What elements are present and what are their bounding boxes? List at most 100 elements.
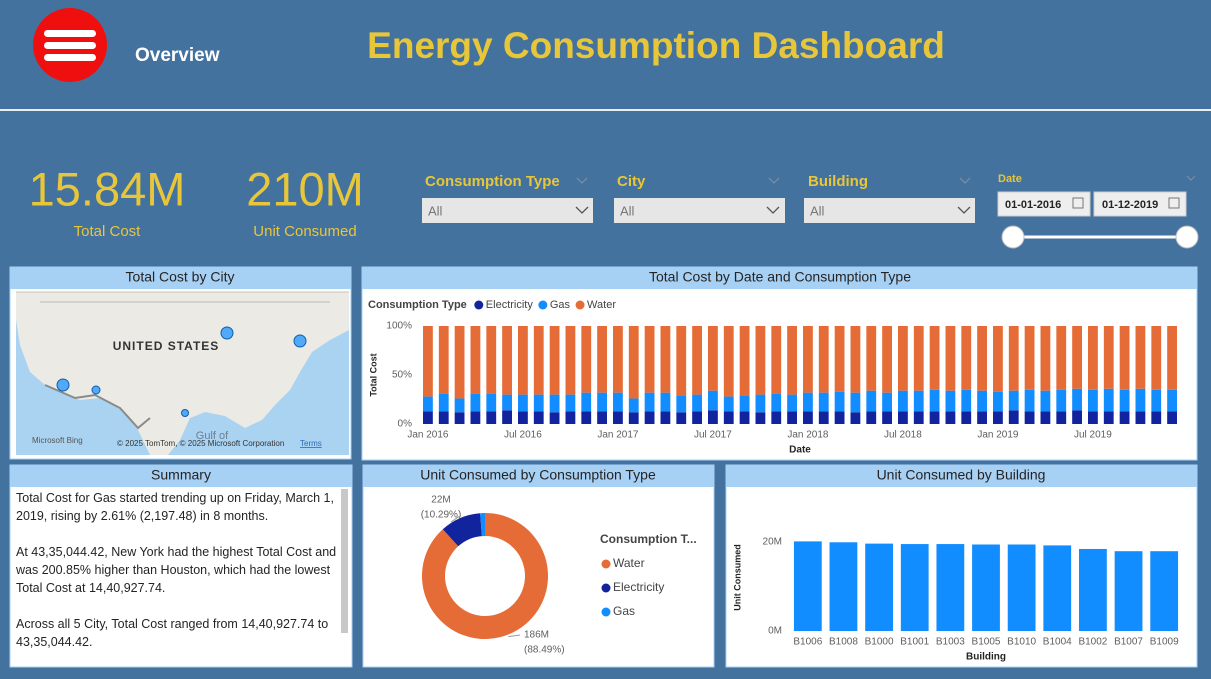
bar-segment (502, 326, 512, 395)
bar-segment (1008, 390, 1019, 411)
bar-segment (882, 411, 892, 424)
bar-segment (850, 412, 861, 424)
x-tick-label: Jan 2019 (977, 430, 1019, 441)
bar-segment (803, 326, 813, 393)
nav-link[interactable]: Overview (135, 45, 220, 66)
date-filter[interactable]: Date 01-01-2016 01-12-2019 (997, 173, 1199, 249)
x-tick-label: Jul 2017 (694, 430, 732, 441)
slider-handle[interactable] (1175, 225, 1199, 249)
panel: Summary (9, 464, 353, 668)
bar-segment (1072, 326, 1082, 389)
bar-segment (1024, 326, 1035, 390)
bar-segment (438, 411, 449, 424)
filter[interactable]: Consumption Type All (422, 173, 593, 223)
x-tick-label: Jan 2017 (597, 430, 639, 441)
x-tick-label: B1009 (1150, 637, 1179, 648)
slider-handle[interactable] (1001, 225, 1025, 249)
date-value: 01-12-2019 (1102, 199, 1158, 211)
bar-segment (1024, 411, 1035, 424)
filter-label: City (617, 173, 646, 190)
bar-segment (755, 394, 766, 413)
bar (972, 544, 1000, 631)
map-attribution: © 2025 TomTom, © 2025 Microsoft Corporat… (117, 439, 284, 448)
bar-segment (898, 326, 908, 391)
x-axis-label: Date (789, 445, 811, 456)
x-tick-label: Jan 2018 (787, 430, 829, 441)
bar-segment (787, 326, 797, 395)
scrollbar[interactable] (341, 489, 348, 633)
bar-segment (533, 411, 544, 424)
calendar-icon[interactable] (1168, 197, 1180, 209)
bar-segment (929, 411, 940, 424)
city-bubble[interactable] (293, 334, 307, 348)
bar-segment (771, 411, 782, 424)
bar (865, 543, 893, 631)
bar-segment (787, 394, 797, 412)
filter-label: Building (808, 173, 868, 190)
y-tick-label: 0M (768, 626, 782, 637)
city-bubble[interactable] (91, 385, 101, 395)
bar-segment (423, 411, 433, 424)
bar-segment (1119, 389, 1130, 412)
donut-slice (421, 513, 548, 640)
filter[interactable]: Building All (804, 173, 975, 223)
bar-segment (787, 411, 797, 424)
bar-segment (1135, 388, 1146, 412)
bar (936, 544, 965, 631)
bar-segment (423, 396, 433, 412)
bar (793, 541, 822, 631)
bar-segment (486, 411, 497, 424)
bar-segment (882, 392, 892, 412)
date-input[interactable] (997, 191, 1091, 217)
bar-segment (1151, 411, 1162, 424)
legend-marker (601, 607, 611, 617)
city-bubble[interactable] (56, 378, 70, 392)
dropdown[interactable] (804, 198, 975, 223)
legend-label: Water (613, 556, 645, 570)
menu-bar (44, 54, 96, 61)
city-bubble[interactable] (181, 409, 189, 417)
bar-segment (628, 326, 639, 399)
menu-bar (44, 42, 96, 49)
bar-segment (597, 326, 607, 393)
dropdown[interactable] (614, 198, 785, 223)
bar-segment (660, 392, 671, 412)
filter-label: Consumption Type (425, 173, 560, 190)
menu-button[interactable] (33, 8, 107, 82)
bar-segment (423, 326, 433, 397)
bar-segment (692, 326, 702, 395)
bar-segment (961, 411, 972, 424)
bar-segment (945, 390, 956, 412)
legend-marker (538, 300, 548, 310)
page-title: Energy Consumption Dashboard (367, 25, 945, 66)
panel-header (10, 267, 351, 289)
bar-segment (1040, 411, 1051, 424)
x-tick-label: Jul 2016 (504, 430, 542, 441)
panel-title: Total Cost by Date and Consumption Type (649, 269, 911, 285)
map-land (16, 292, 349, 455)
y-axis-label: Unit Consumed (732, 544, 742, 611)
calendar-icon[interactable] (1072, 197, 1084, 209)
dropdown[interactable] (422, 198, 593, 223)
bar-segment (1008, 410, 1019, 424)
panel-body (9, 464, 353, 668)
bar (1114, 551, 1143, 631)
bar-segment (961, 326, 972, 390)
kpi-label: Unit Consumed (253, 223, 356, 240)
bar-segment (454, 326, 465, 399)
bar-segment (818, 392, 829, 412)
bar-segment (565, 411, 576, 424)
map[interactable]: UNITED STATES Gulf of Microsoft Bing © 2… (16, 291, 349, 455)
map-terms[interactable]: Terms (300, 439, 322, 448)
panel-title: Total Cost by City (126, 269, 235, 285)
bar-segment (692, 394, 702, 412)
bar-segment (708, 390, 718, 411)
legend-label: Gas (613, 604, 635, 618)
bar-segment (708, 326, 718, 391)
bar-segment (1119, 411, 1130, 424)
city-bubble[interactable] (220, 326, 234, 340)
date-input[interactable] (1093, 191, 1187, 217)
filter[interactable]: City All (614, 173, 785, 223)
bar-segment (1088, 326, 1098, 390)
leader-line (508, 634, 521, 638)
